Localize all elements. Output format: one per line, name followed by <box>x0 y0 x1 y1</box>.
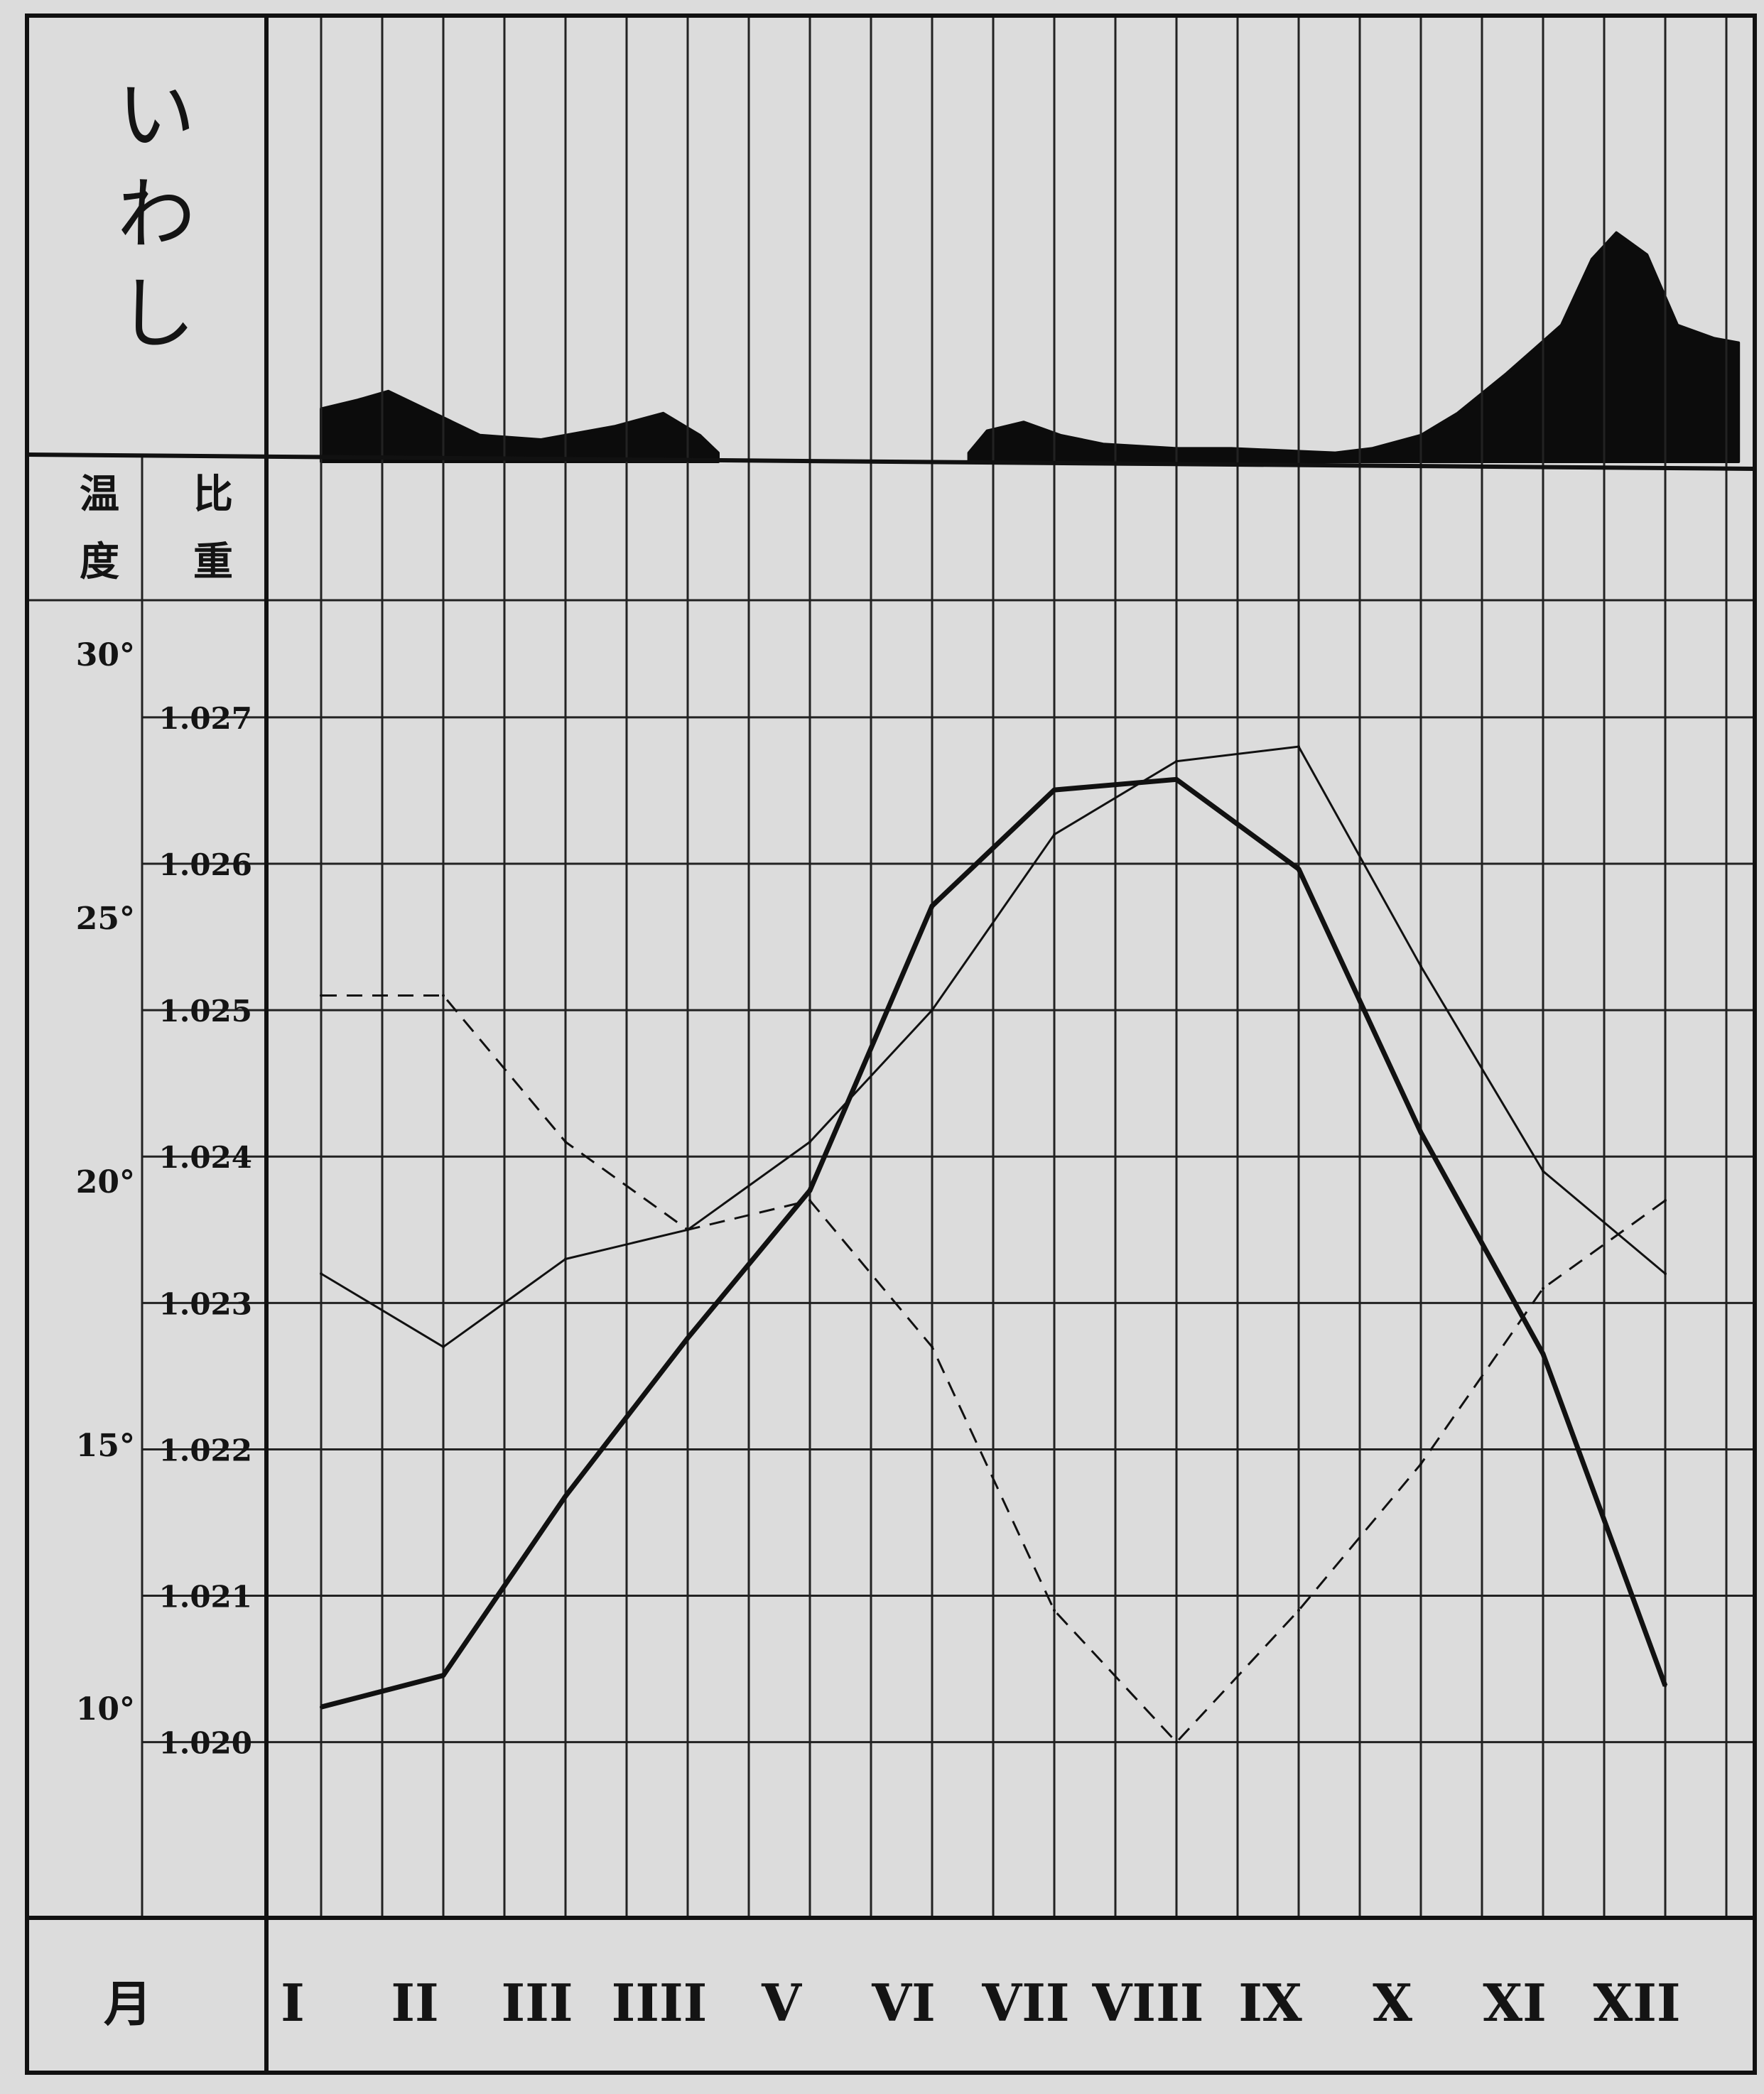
series-3-point-1 <box>320 994 323 997</box>
series-1-point-7 <box>1053 788 1056 792</box>
series-2-point-1 <box>320 1272 323 1276</box>
series-3-point-11 <box>1542 1286 1544 1290</box>
x-tick-label-3: III <box>501 1973 573 2033</box>
x-tick-label-11: XI <box>1483 1973 1547 2033</box>
right-tick-label-5: 1.024 <box>158 1140 252 1175</box>
right-tick-label-3: 1.022 <box>158 1433 252 1468</box>
frame-layer <box>25 13 1757 2075</box>
right-tick-label-7: 1.026 <box>158 847 252 882</box>
right-tick-label-8: 1.027 <box>158 701 252 736</box>
series-3-point-3 <box>564 1140 567 1144</box>
series-3-point-12 <box>1664 1199 1667 1203</box>
x-tick-label-6: VI <box>871 1973 936 2033</box>
series-3-point-8 <box>1175 1740 1178 1744</box>
left-tick-label-2: 15° <box>76 1428 135 1464</box>
series-1-point-5 <box>808 1189 811 1193</box>
left-tick-label-5: 30° <box>76 637 135 673</box>
left-tick-label-1: 10° <box>76 1691 135 1727</box>
series-3-point-9 <box>1297 1609 1300 1612</box>
right-tick-label-2: 1.021 <box>158 1580 252 1615</box>
x-tick-label-10: X <box>1373 1973 1412 2033</box>
right-axis-label-char-1: 比 <box>193 471 233 518</box>
x-tick-label-12: XII <box>1593 1973 1680 2033</box>
x-tick-label-1: I <box>281 1973 305 2033</box>
left-tick-label-3: 20° <box>76 1164 135 1200</box>
catch-profile-area-1 <box>320 389 720 463</box>
series-3-point-7 <box>1053 1609 1056 1612</box>
chart-title-char-3: し <box>117 268 195 359</box>
series-2-point-9 <box>1297 745 1300 749</box>
series-3-point-5 <box>808 1199 811 1203</box>
series-1-point-10 <box>1419 1131 1422 1134</box>
left-axis-label-char-2: 度 <box>80 538 119 585</box>
series-1-point-2 <box>442 1673 445 1677</box>
grid-layer <box>27 16 1755 1918</box>
series-1-point-12 <box>1664 1684 1667 1688</box>
series-3-point-6 <box>931 1345 934 1349</box>
series-layer <box>320 745 1668 1744</box>
x-tick-label-9: IX <box>1238 1973 1302 2033</box>
series-1-point-1 <box>320 1705 323 1709</box>
x-tick-label-8: VIII <box>1092 1973 1204 2033</box>
left-tick-label-4: 25° <box>76 901 135 937</box>
series-2-point-3 <box>564 1257 567 1261</box>
chart-title-char-2: わ <box>117 169 195 260</box>
series-3-point-4 <box>686 1228 689 1232</box>
series-2-point-2 <box>442 1345 445 1349</box>
series-2-point-6 <box>931 1009 934 1012</box>
series-3-point-2 <box>442 994 445 997</box>
right-tick-label-6: 1.025 <box>158 994 252 1029</box>
x-axis-label: 月 <box>104 1976 152 2033</box>
series-1-point-11 <box>1542 1352 1544 1356</box>
right-tick-label-4: 1.023 <box>158 1286 252 1321</box>
series-line-2-thin <box>320 745 1666 1348</box>
catch-panel-divider <box>26 452 1755 471</box>
x-tick-label-2: II <box>391 1973 438 2033</box>
outer-frame <box>25 13 1757 2075</box>
catch-profile-layer <box>320 231 1741 463</box>
chart-title-char-1: い <box>117 70 195 161</box>
series-2-point-10 <box>1419 965 1422 968</box>
right-tick-label-1: 1.020 <box>158 1726 252 1761</box>
series-line-3-dashed <box>321 994 1666 1744</box>
series-1-point-4 <box>686 1336 689 1340</box>
series-1-point-6 <box>931 904 934 908</box>
series-1-point-3 <box>564 1494 567 1498</box>
catch-profile-area-2 <box>967 231 1741 463</box>
x-tick-label-4: IIII <box>612 1973 708 2033</box>
series-line-1-thick <box>320 776 1668 1710</box>
left-axis-label-char-1: 温 <box>80 471 119 518</box>
series-1-point-8 <box>1175 778 1178 781</box>
right-axis-label-char-2: 重 <box>193 538 233 585</box>
series-2-point-8 <box>1175 759 1178 763</box>
series-2-point-5 <box>808 1140 811 1144</box>
series-1-point-9 <box>1297 867 1300 871</box>
series-2-point-7 <box>1053 832 1056 836</box>
series-2-point-12 <box>1664 1272 1667 1276</box>
x-tick-label-7: VII <box>981 1973 1069 2033</box>
series-3-point-10 <box>1419 1463 1422 1466</box>
series-2-point-11 <box>1542 1169 1544 1173</box>
x-tick-label-5: V <box>761 1973 802 2033</box>
